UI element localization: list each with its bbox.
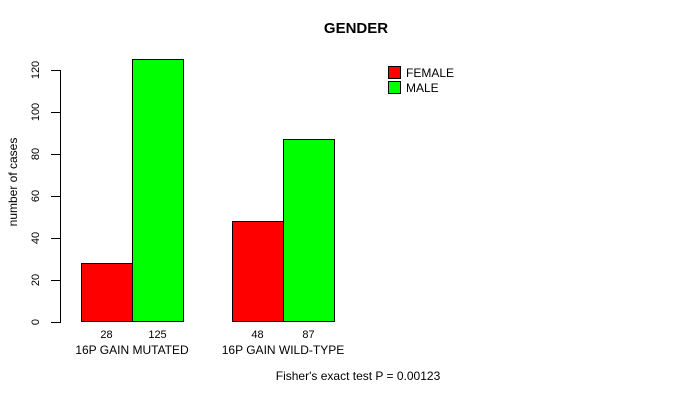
y-tick-label-80: 80	[30, 147, 42, 161]
legend-swatch-female	[388, 66, 401, 79]
bar-male-group2	[283, 139, 335, 322]
bar-value-label-female-group2: 48	[251, 329, 264, 341]
y-tick-40	[51, 238, 60, 239]
y-tick-label-40: 40	[30, 231, 42, 245]
y-tick-label-100: 100	[30, 102, 42, 122]
legend-item-female: FEMALE	[388, 65, 455, 80]
y-tick-label-60: 60	[30, 189, 42, 203]
y-axis-line	[60, 70, 61, 323]
bar-female-group1	[81, 263, 133, 322]
y-tick-120	[51, 70, 60, 71]
y-tick-80	[51, 154, 60, 155]
bar-female-group2	[232, 221, 284, 322]
legend: FEMALE MALE	[388, 66, 454, 96]
legend-label-male: MALE	[406, 80, 439, 95]
y-tick-100	[51, 112, 60, 113]
legend-item-male: MALE	[388, 80, 454, 95]
y-axis-title: number of cases	[6, 137, 20, 227]
bar-value-label-female-group1: 28	[100, 329, 113, 341]
bar-value-label-male-group1: 125	[148, 329, 167, 341]
category-label-group1: 16P GAIN MUTATED	[75, 343, 189, 357]
category-label-group2: 16P GAIN WILD-TYPE	[221, 343, 345, 357]
bar-value-label-male-group2: 87	[302, 329, 315, 341]
legend-label-female: FEMALE	[406, 65, 455, 80]
y-tick-20	[51, 280, 60, 281]
y-tick-label-0: 0	[30, 318, 42, 326]
y-tick-0	[51, 322, 60, 323]
y-tick-60	[51, 196, 60, 197]
y-tick-label-120: 120	[30, 60, 42, 80]
legend-swatch-male	[388, 81, 401, 94]
chart-title: GENDER	[323, 20, 389, 37]
y-tick-label-20: 20	[30, 273, 42, 287]
bar-male-group1	[132, 59, 184, 322]
annotation-fishers-test: Fisher's exact test P = 0.00123	[275, 369, 441, 383]
